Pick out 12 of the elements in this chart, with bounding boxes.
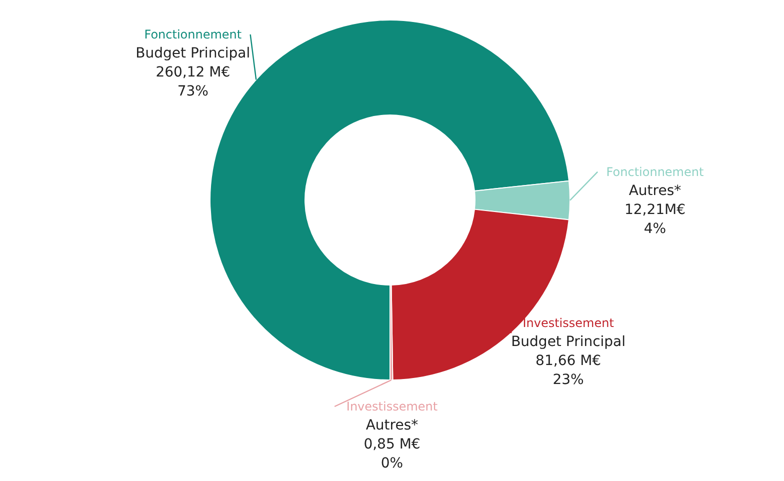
text: 4% (644, 220, 666, 237)
text: 23% (552, 372, 584, 388)
data-label: 260,12 M€ (156, 64, 230, 80)
text: 0% (380, 455, 404, 472)
data-label: 81,66 M€ (536, 353, 602, 370)
text: 73% (177, 83, 208, 100)
slice-label: Investissement Budget Principal (511, 316, 626, 350)
data-label: 0,85 M€ (364, 436, 420, 452)
slice-label: Investissement Autres* (346, 399, 438, 434)
slice-label: Fonctionnement Autres* (606, 164, 704, 199)
data-label: 12,21M€ (624, 202, 686, 218)
slice-label: Fonctionnement Budget Principal (136, 27, 250, 62)
